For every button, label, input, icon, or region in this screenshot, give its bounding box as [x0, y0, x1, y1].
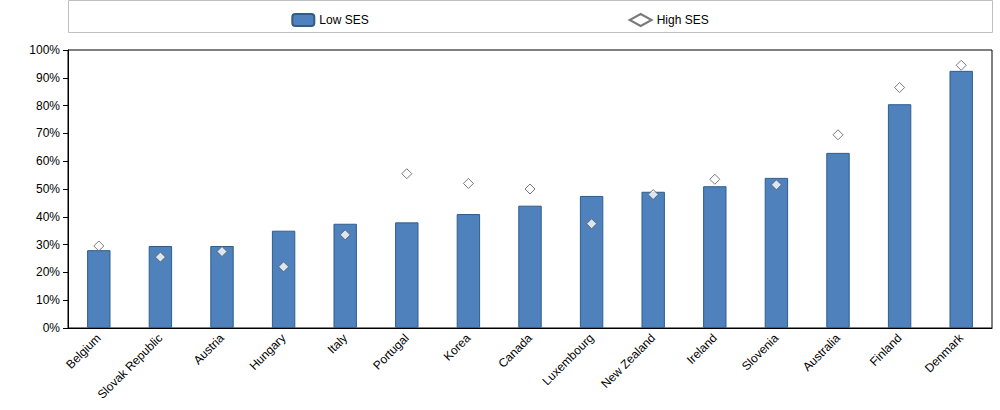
- svg-text:60%: 60%: [36, 154, 60, 168]
- svg-text:20%: 20%: [36, 265, 60, 279]
- svg-text:30%: 30%: [36, 238, 60, 252]
- svg-text:Ireland: Ireland: [684, 331, 720, 367]
- svg-text:Austria: Austria: [191, 331, 228, 368]
- svg-text:50%: 50%: [36, 182, 60, 196]
- svg-text:0%: 0%: [43, 321, 61, 335]
- svg-text:Portugal: Portugal: [370, 331, 411, 372]
- svg-text:Hungary: Hungary: [247, 331, 289, 373]
- svg-text:Finland: Finland: [867, 331, 905, 369]
- svg-text:Australia: Australia: [800, 331, 843, 374]
- svg-text:Luxembourg: Luxembourg: [540, 331, 597, 388]
- svg-text:High SES: High SES: [657, 13, 709, 27]
- svg-text:New Zealand: New Zealand: [598, 331, 658, 391]
- svg-text:Canada: Canada: [495, 331, 535, 371]
- svg-text:Slovenia: Slovenia: [739, 331, 782, 374]
- svg-text:Belgium: Belgium: [63, 331, 104, 372]
- svg-text:90%: 90%: [36, 71, 60, 85]
- svg-text:70%: 70%: [36, 126, 60, 140]
- svg-text:40%: 40%: [36, 210, 60, 224]
- svg-text:Italy: Italy: [325, 331, 350, 356]
- svg-text:Denmark: Denmark: [922, 330, 967, 375]
- svg-text:Low SES: Low SES: [319, 13, 368, 27]
- svg-text:Korea: Korea: [441, 331, 474, 364]
- svg-text:10%: 10%: [36, 293, 60, 307]
- svg-text:100%: 100%: [29, 43, 60, 57]
- svg-text:80%: 80%: [36, 99, 60, 113]
- svg-text:Slovak Republic: Slovak Republic: [95, 331, 166, 402]
